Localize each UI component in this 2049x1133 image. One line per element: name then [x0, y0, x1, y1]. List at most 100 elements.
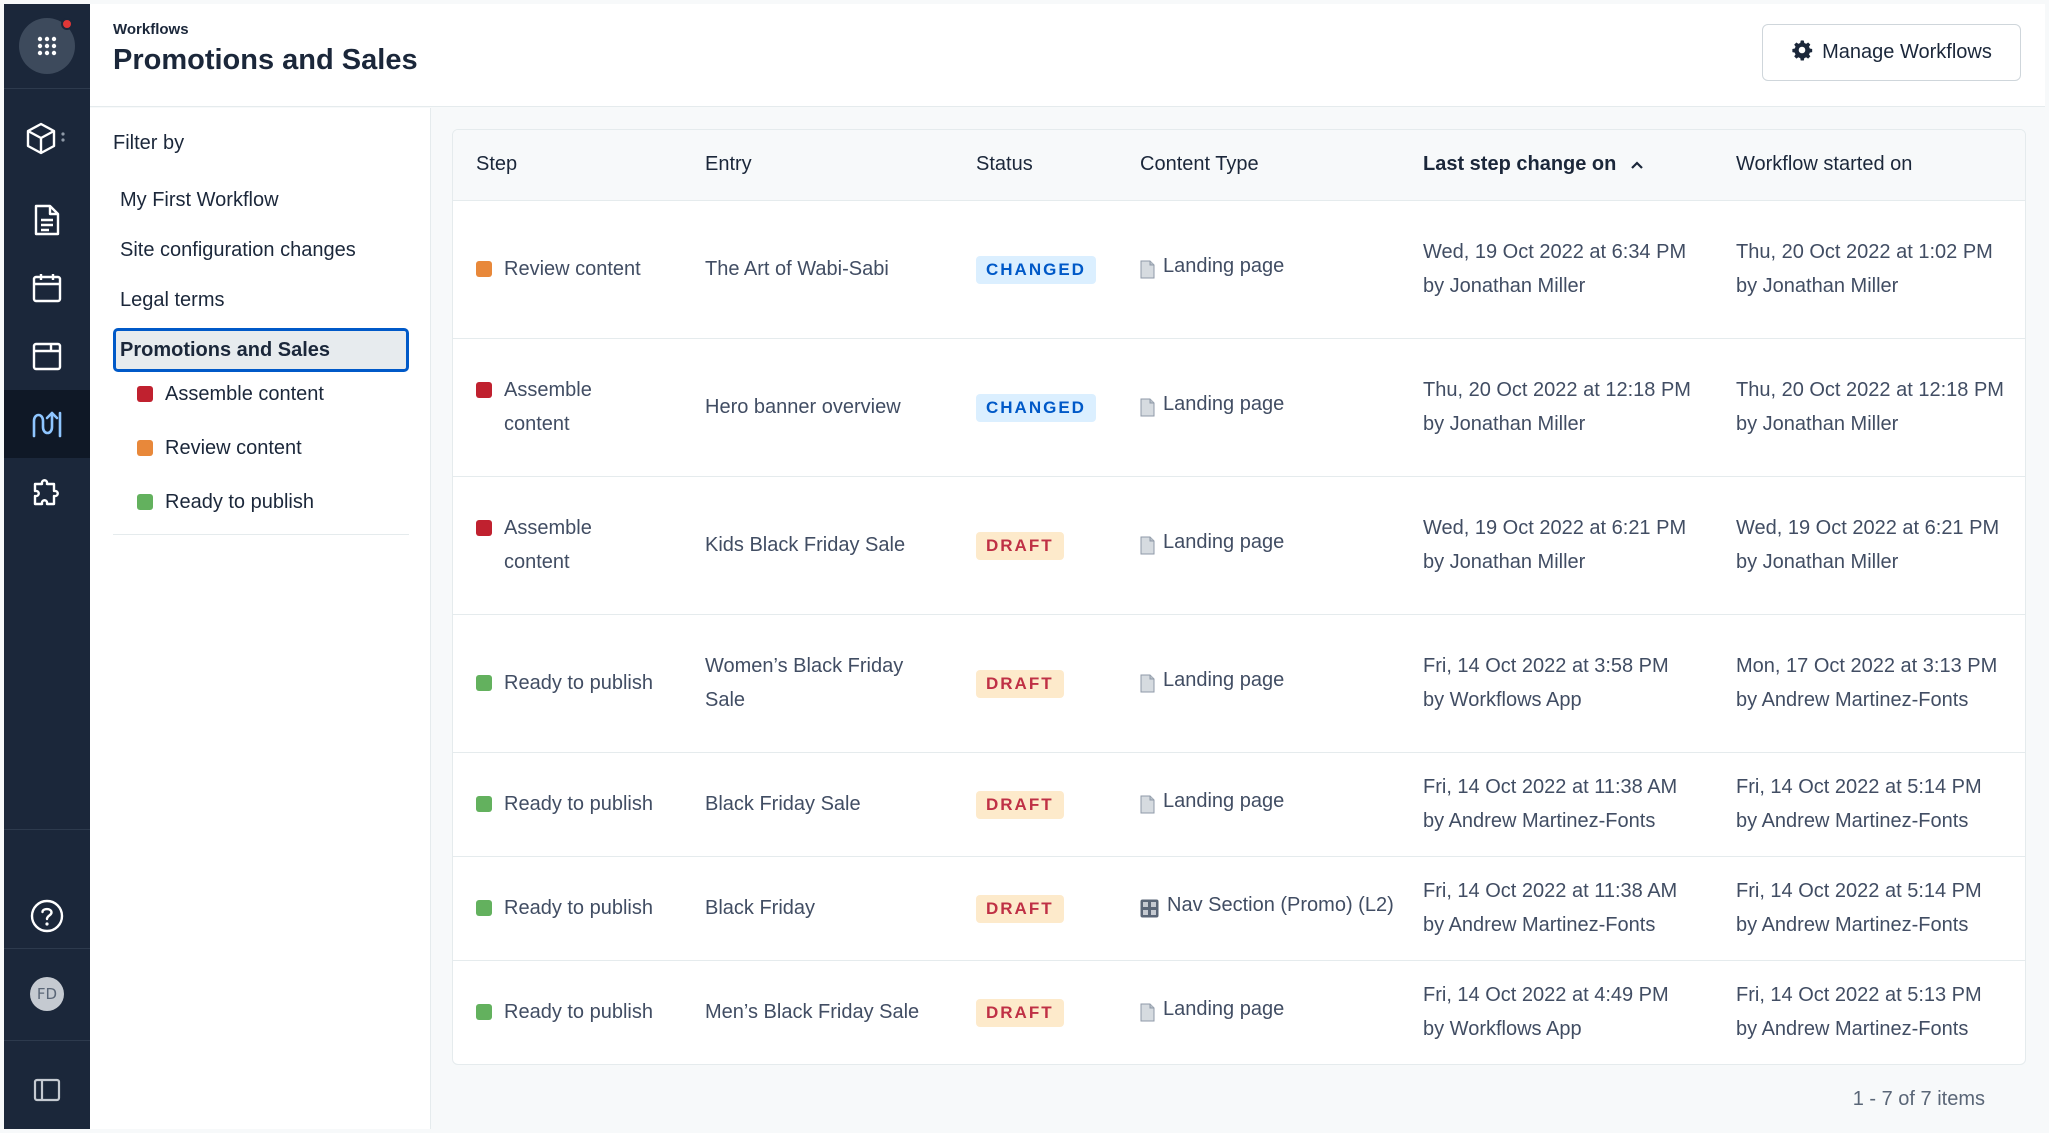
status-badge: DRAFT [976, 791, 1064, 819]
help-button[interactable] [4, 882, 90, 950]
workflow-started-cell: Fri, 14 Oct 2022 at 5:14 PM by Andrew Mar… [1713, 752, 2025, 857]
step-color-dot [476, 900, 492, 916]
column-header-last-step-change[interactable]: Last step change on [1400, 130, 1713, 201]
workflow-started-cell: Thu, 20 Oct 2022 at 1:02 PM by Jonathan M… [1713, 200, 2025, 339]
content-type-cell: Landing page [1140, 525, 1400, 566]
date-text: Fri, 14 Oct 2022 at 11:38 AM [1423, 776, 1678, 798]
content-type-label: Landing page [1163, 392, 1285, 415]
apps-icon [19, 18, 75, 74]
entry-title[interactable]: Men’s Black Friday Sale [705, 1001, 920, 1024]
step-color-dot [137, 440, 153, 456]
manage-workflows-button[interactable]: Manage Workflows [1762, 24, 2021, 81]
author-text: by Jonathan Miller [1423, 551, 1586, 573]
step-color-dot [476, 261, 492, 277]
status-badge: DRAFT [976, 670, 1064, 698]
calendar-button[interactable] [4, 254, 90, 322]
author-text: by Jonathan Miller [1736, 275, 1899, 297]
date-text: Fri, 14 Oct 2022 at 5:13 PM [1736, 984, 1982, 1007]
content-type-label: Landing page [1163, 254, 1285, 277]
step-label: Ready to publish [504, 793, 653, 815]
table-row[interactable]: Assemble content Hero banner overview CH… [453, 338, 2025, 477]
table-row[interactable]: Ready to publish Men’s Black Friday Sale… [453, 960, 2025, 1064]
rail-divider [4, 1040, 90, 1041]
date-text: Thu, 20 Oct 2022 at 12:18 PM [1736, 379, 2004, 401]
date-text: Thu, 20 Oct 2022 at 1:02 PM [1736, 241, 1993, 263]
apps-menu-button[interactable] [4, 12, 90, 80]
page-icon [1140, 670, 1155, 704]
entry-title[interactable]: Women’s Black Friday Sale [682, 614, 953, 753]
workflows-button[interactable] [4, 390, 90, 458]
filter-by-label: Filter by [113, 132, 185, 154]
apps-puzzle-icon [29, 474, 65, 510]
filter-sidebar: Filter by My First Workflow Site configu… [90, 108, 431, 1129]
step-filter-ready-to-publish[interactable]: Ready to publish [137, 482, 314, 522]
last-step-change-cell: Wed, 19 Oct 2022 at 6:21 PM by Jonathan M… [1400, 476, 1713, 615]
entry-title[interactable]: Kids Black Friday Sale [682, 476, 953, 615]
entry-title[interactable]: Hero banner overview [682, 338, 953, 477]
author-text: by Jonathan Miller [1736, 551, 1899, 573]
apps-puzzle-button[interactable] [4, 458, 90, 526]
table-row[interactable]: Ready to publish Black Friday DRAFT Nav … [453, 856, 2025, 961]
column-header-label: Last step change on [1423, 153, 1617, 176]
user-menu-button[interactable]: FD [4, 960, 90, 1028]
workflow-filter-my-first-workflow[interactable]: My First Workflow [120, 188, 279, 211]
column-header-step: Step [453, 130, 682, 201]
last-step-change-cell: Fri, 14 Oct 2022 at 4:49 PM by Workflows … [1400, 960, 1713, 1064]
table-header-row: Step Entry Status Content Type Last step… [453, 130, 2025, 201]
sidebar-toggle-button[interactable] [4, 1056, 90, 1124]
sidebar-divider [113, 534, 409, 535]
media-button[interactable] [4, 322, 90, 390]
content-type-label: Landing page [1163, 530, 1285, 553]
last-step-change-cell: Wed, 19 Oct 2022 at 6:34 PM by Jonathan M… [1400, 200, 1713, 339]
table-row[interactable]: Ready to publish Women’s Black Friday Sa… [453, 614, 2025, 753]
content-type-cell: Landing page [1140, 784, 1400, 825]
entry-title[interactable]: Black Friday [682, 856, 953, 961]
author-text: by Andrew Martinez-Fonts [1736, 1018, 1969, 1041]
date-text: Fri, 14 Oct 2022 at 5:14 PM [1736, 880, 1982, 902]
main-content: Step Entry Status Content Type Last step… [432, 108, 2045, 1129]
last-step-change-cell: Thu, 20 Oct 2022 at 12:18 PM by Jonathan … [1400, 338, 1713, 477]
workflow-started-cell: Fri, 14 Oct 2022 at 5:14 PM by Andrew Mar… [1713, 856, 2025, 961]
app-rail: FD [4, 4, 90, 1129]
step-cell: Assemble content [476, 373, 682, 441]
rail-divider [4, 88, 90, 89]
table-row[interactable]: Assemble content Kids Black Friday Sale … [453, 476, 2025, 615]
entry-title[interactable]: The Art of Wabi-Sabi [682, 200, 953, 339]
pagination-summary: 1 - 7 of 7 items [1852, 1088, 1985, 1110]
step-filter-review-content[interactable]: Review content [137, 428, 302, 468]
step-label: Ready to publish [504, 672, 653, 694]
step-cell: Ready to publish [476, 787, 682, 821]
step-color-dot [476, 382, 492, 398]
step-cell: Ready to publish [476, 995, 682, 1029]
date-text: Fri, 14 Oct 2022 at 5:14 PM [1736, 776, 1982, 798]
step-filter-assemble-content[interactable]: Assemble content [137, 374, 324, 414]
author-text: by Jonathan Miller [1423, 275, 1586, 297]
date-text: Wed, 19 Oct 2022 at 6:34 PM [1423, 241, 1687, 263]
author-text: by Andrew Martinez-Fonts [1736, 914, 1969, 936]
date-text: Fri, 14 Oct 2022 at 4:49 PM [1423, 984, 1669, 1007]
table-row[interactable]: Ready to publish Black Friday Sale DRAFT… [453, 752, 2025, 857]
entry-title[interactable]: Black Friday Sale [682, 752, 953, 857]
step-label: Assemble content [504, 379, 592, 435]
page-header: Workflows Promotions and Sales Manage Wo… [90, 4, 2045, 107]
table-row[interactable]: Review content The Art of Wabi-Sabi CHAN… [453, 200, 2025, 339]
author-text: by Andrew Martinez-Fonts [1423, 810, 1656, 832]
last-step-change-cell: Fri, 14 Oct 2022 at 11:38 AM by Andrew Ma… [1400, 752, 1713, 857]
content-button[interactable] [4, 186, 90, 254]
avatar: FD [30, 977, 64, 1011]
workflow-filter-site-configuration-changes[interactable]: Site configuration changes [120, 238, 356, 261]
workflow-started-cell: Wed, 19 Oct 2022 at 6:21 PM by Jonathan M… [1713, 476, 2025, 615]
step-color-dot [137, 494, 153, 510]
manage-workflows-label: Manage Workflows [1822, 41, 1992, 63]
content-type-label: Nav Section (Promo) (L2) [1167, 893, 1394, 916]
step-filter-label: Review content [165, 436, 302, 459]
breadcrumb[interactable]: Workflows [113, 21, 189, 38]
content-icon [32, 204, 62, 236]
workflow-filter-legal-terms[interactable]: Legal terms [120, 288, 225, 311]
workflow-filter-promotions-and-sales[interactable]: Promotions and Sales [113, 328, 409, 372]
content-model-button[interactable] [4, 105, 90, 173]
workflow-entries-table: Step Entry Status Content Type Last step… [452, 129, 2026, 1065]
page-icon [1140, 999, 1155, 1033]
content-type-label: Landing page [1163, 997, 1285, 1020]
